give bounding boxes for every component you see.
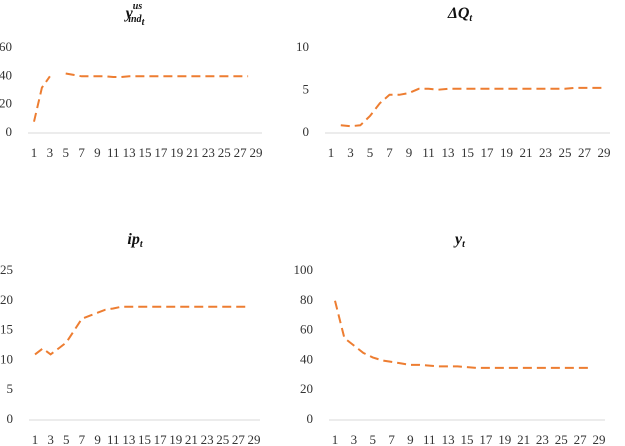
x-tick-label: 29 bbox=[250, 145, 263, 160]
y-tick-label: 5 bbox=[303, 81, 310, 96]
y-tick-label: 15 bbox=[0, 322, 13, 337]
x-tick-label: 7 bbox=[78, 145, 85, 160]
x-tick-label: 27 bbox=[574, 432, 588, 446]
x-tick-label: 17 bbox=[479, 432, 493, 446]
title-base: ΔQ bbox=[447, 5, 470, 22]
x-tick-label: 5 bbox=[369, 432, 376, 446]
y-tick-label: 5 bbox=[7, 381, 14, 396]
x-tick-label: 13 bbox=[442, 432, 455, 446]
x-tick-label: 25 bbox=[559, 145, 572, 160]
x-tick-label: 21 bbox=[520, 145, 533, 160]
title-sub: t bbox=[469, 13, 473, 24]
x-tick-label: 23 bbox=[202, 145, 215, 160]
chart-title: ipt bbox=[127, 231, 143, 251]
x-tick-label: 1 bbox=[32, 432, 39, 446]
x-tick-label: 13 bbox=[442, 145, 455, 160]
x-tick-label: 27 bbox=[232, 432, 246, 446]
x-tick-label: 19 bbox=[170, 145, 183, 160]
x-tick-label: 15 bbox=[139, 145, 152, 160]
x-tick-label: 25 bbox=[218, 145, 231, 160]
x-tick-label: 25 bbox=[216, 432, 229, 446]
chart-title: ΔQt bbox=[447, 5, 474, 25]
x-tick-label: 3 bbox=[47, 145, 54, 160]
x-tick-label: 29 bbox=[598, 145, 611, 160]
y-tick-label: 60 bbox=[0, 39, 12, 54]
y-tick-label: 0 bbox=[303, 124, 310, 139]
x-tick-label: 17 bbox=[481, 145, 495, 160]
y-tick-label: 40 bbox=[0, 67, 12, 82]
title-sub: t bbox=[140, 239, 144, 250]
chart-title: yus indt bbox=[124, 1, 146, 28]
y-tick-label: 10 bbox=[296, 39, 309, 54]
y-tick-label: 20 bbox=[300, 381, 313, 396]
x-tick-label: 7 bbox=[388, 432, 395, 446]
x-tick-label: 27 bbox=[578, 145, 592, 160]
title-sub: ind bbox=[128, 14, 142, 25]
x-tick-label: 17 bbox=[154, 432, 168, 446]
x-tick-label: 19 bbox=[498, 432, 511, 446]
title-base: y bbox=[124, 5, 134, 22]
title-sup: us bbox=[133, 1, 143, 12]
y-tick-label: 20 bbox=[0, 96, 12, 111]
x-tick-label: 17 bbox=[154, 145, 168, 160]
x-tick-label: 29 bbox=[593, 432, 606, 446]
title-sub: t bbox=[462, 239, 466, 250]
y-tick-label: 20 bbox=[0, 292, 13, 307]
x-tick-label: 9 bbox=[94, 432, 101, 446]
title-subsub: t bbox=[142, 17, 146, 28]
y-tick-label: 25 bbox=[0, 262, 13, 277]
y-tick-label: 80 bbox=[300, 292, 313, 307]
x-tick-label: 9 bbox=[94, 145, 101, 160]
x-tick-label: 9 bbox=[406, 145, 413, 160]
x-tick-label: 25 bbox=[555, 432, 568, 446]
x-tick-label: 7 bbox=[386, 145, 393, 160]
x-tick-label: 5 bbox=[63, 432, 70, 446]
x-tick-label: 11 bbox=[423, 432, 436, 446]
data-line bbox=[33, 72, 249, 122]
x-tick-label: 1 bbox=[328, 145, 335, 160]
y-tick-label: 40 bbox=[300, 351, 313, 366]
x-tick-label: 1 bbox=[31, 145, 38, 160]
x-tick-label: 5 bbox=[367, 145, 374, 160]
x-tick-label: 9 bbox=[407, 432, 414, 446]
x-tick-label: 3 bbox=[351, 432, 358, 446]
x-tick-label: 21 bbox=[517, 432, 530, 446]
x-tick-label: 3 bbox=[347, 145, 354, 160]
x-tick-label: 23 bbox=[539, 145, 552, 160]
x-tick-label: 1 bbox=[332, 432, 339, 446]
y-tick-label: 60 bbox=[300, 322, 313, 337]
x-tick-label: 23 bbox=[536, 432, 549, 446]
x-tick-label: 15 bbox=[461, 145, 474, 160]
x-tick-label: 11 bbox=[422, 145, 435, 160]
x-tick-label: 15 bbox=[138, 432, 151, 446]
x-tick-label: 13 bbox=[123, 145, 136, 160]
y-tick-label: 100 bbox=[294, 262, 314, 277]
x-tick-label: 11 bbox=[107, 145, 120, 160]
x-tick-label: 3 bbox=[47, 432, 54, 446]
x-tick-label: 29 bbox=[248, 432, 261, 446]
title-base: ip bbox=[127, 231, 139, 248]
x-tick-label: 23 bbox=[201, 432, 214, 446]
data-line bbox=[340, 86, 604, 128]
data-line bbox=[334, 300, 590, 369]
data-line bbox=[34, 305, 247, 356]
x-tick-label: 27 bbox=[234, 145, 248, 160]
x-tick-label: 15 bbox=[461, 432, 474, 446]
x-tick-label: 19 bbox=[169, 432, 182, 446]
chart-title: yt bbox=[453, 231, 466, 251]
title-base: y bbox=[453, 231, 463, 248]
x-tick-label: 19 bbox=[500, 145, 513, 160]
x-tick-label: 11 bbox=[107, 432, 120, 446]
y-tick-label: 10 bbox=[0, 351, 13, 366]
y-tick-label: 0 bbox=[7, 411, 14, 426]
x-tick-label: 21 bbox=[185, 432, 198, 446]
x-tick-label: 7 bbox=[79, 432, 86, 446]
x-tick-label: 21 bbox=[186, 145, 199, 160]
x-tick-label: 5 bbox=[62, 145, 69, 160]
y-tick-label: 0 bbox=[6, 124, 13, 139]
y-tick-label: 0 bbox=[307, 411, 314, 426]
x-tick-label: 13 bbox=[122, 432, 135, 446]
